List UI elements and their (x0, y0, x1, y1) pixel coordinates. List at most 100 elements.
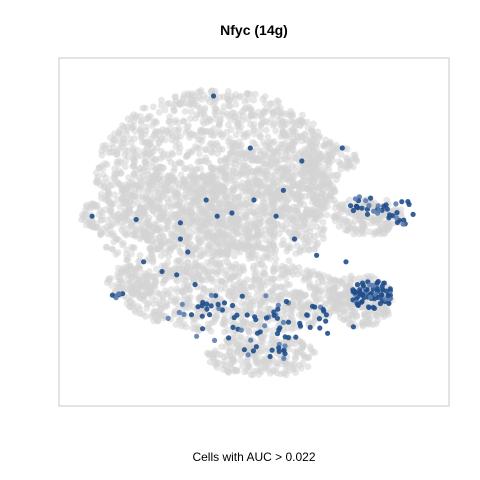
background-cell-point (303, 118, 311, 126)
background-cell-point (201, 188, 209, 196)
background-cell-point (285, 367, 293, 374)
background-cell-point (186, 218, 194, 226)
background-cell-point (256, 218, 264, 226)
background-cell-point (192, 166, 200, 174)
high-auc-cell-point (357, 289, 363, 295)
background-cell-point (290, 146, 297, 154)
high-auc-cell-point (282, 343, 288, 349)
background-cell-point (120, 123, 128, 131)
background-cell-point (323, 211, 331, 219)
background-cell-point (278, 271, 286, 279)
high-auc-cell-point (363, 198, 369, 204)
background-cell-point (366, 228, 373, 236)
background-cell-point (153, 265, 160, 273)
high-auc-cell-point (177, 236, 183, 242)
background-cell-point (106, 208, 114, 216)
background-cell-point (213, 270, 221, 278)
high-auc-cell-point (384, 206, 390, 212)
high-auc-cell-point (339, 145, 345, 151)
high-auc-cell-point (252, 314, 258, 320)
background-cell-point (121, 140, 129, 147)
high-auc-cell-point (352, 290, 358, 296)
background-cell-point (270, 151, 277, 159)
high-auc-cell-point (208, 292, 214, 298)
background-cell-point (343, 217, 351, 225)
background-cell-point (252, 251, 260, 259)
background-cell-point (120, 229, 128, 237)
background-cell-point (179, 96, 187, 103)
high-auc-cell-point (285, 319, 292, 325)
high-auc-cell-point (281, 347, 287, 353)
background-cell-point (224, 258, 232, 266)
background-cell-point (252, 276, 260, 284)
background-cell-point (114, 270, 122, 277)
background-cell-point (173, 300, 181, 307)
background-cell-point (101, 160, 109, 168)
background-cell-point (236, 284, 244, 292)
high-auc-cell-point (263, 293, 269, 299)
background-cell-point (231, 95, 239, 102)
background-cell-point (301, 165, 309, 173)
background-cell-point (149, 103, 157, 111)
background-cell-point (142, 138, 149, 146)
background-cell-point (97, 228, 105, 236)
background-cell-point (341, 226, 349, 234)
background-cell-point (221, 328, 228, 336)
background-cell-point (373, 216, 381, 223)
background-cell-point (334, 282, 341, 290)
background-cell-point (219, 145, 226, 153)
background-cell-point (304, 363, 312, 370)
background-cell-point (165, 267, 172, 274)
background-cell-point (343, 165, 351, 172)
background-cell-point (167, 194, 175, 202)
background-cell-point (175, 159, 183, 166)
background-cell-point (244, 357, 251, 365)
background-cell-point (200, 285, 208, 293)
background-cell-point (299, 111, 306, 119)
background-cell-point (135, 227, 143, 235)
high-auc-cell-point (325, 330, 331, 336)
background-cell-point (302, 192, 309, 200)
background-cell-point (166, 113, 174, 121)
background-cell-point (173, 258, 180, 265)
background-cell-point (213, 220, 221, 228)
background-cell-point (184, 90, 192, 97)
high-auc-cell-point (374, 286, 380, 292)
high-auc-cell-point (283, 298, 289, 305)
background-cell-point (250, 189, 258, 197)
background-cell-point (239, 117, 246, 124)
background-cell-point (272, 255, 280, 263)
background-cell-point (231, 186, 238, 194)
background-cell-point (237, 341, 245, 349)
background-cell-point (229, 334, 237, 342)
background-cell-point (238, 170, 246, 178)
background-cell-point (187, 293, 194, 301)
background-cell-point (304, 236, 312, 244)
background-cell-point (325, 182, 333, 189)
background-cell-point (216, 117, 224, 124)
background-cell-point (183, 186, 190, 194)
background-cell-point (173, 196, 181, 203)
background-cell-point (219, 174, 227, 181)
high-auc-cell-point (204, 301, 210, 307)
background-cell-point (186, 115, 194, 123)
background-cell-point (201, 182, 208, 189)
background-cell-point (259, 269, 267, 277)
background-cell-point (244, 180, 252, 188)
background-cell-point (194, 158, 202, 166)
background-cell-point (111, 191, 119, 199)
background-cell-point (300, 352, 308, 360)
background-cell-point (206, 98, 214, 106)
background-cell-point (174, 189, 182, 197)
background-cell-point (272, 246, 280, 253)
background-cell-point (253, 292, 261, 299)
background-cell-point (235, 142, 243, 150)
background-cell-point (325, 147, 332, 155)
background-cell-point (310, 284, 317, 291)
background-cell-point (267, 209, 274, 217)
background-cell-point (213, 232, 221, 240)
background-cell-point (166, 273, 174, 281)
background-cell-point (151, 131, 159, 139)
background-cell-point (225, 231, 233, 239)
